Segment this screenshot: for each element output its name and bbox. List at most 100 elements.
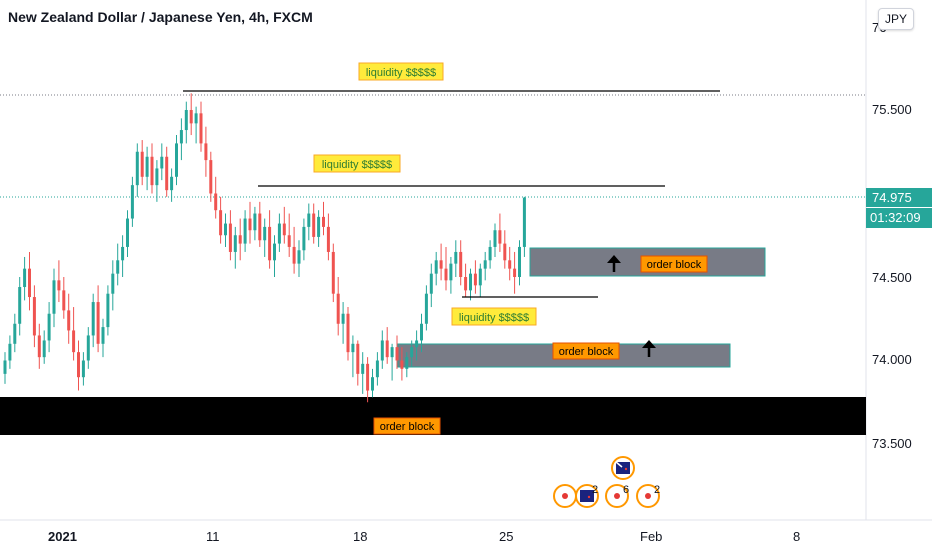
candle-body — [253, 213, 257, 231]
liquidity-label-low-text: liquidity $$$$$ — [459, 312, 529, 324]
event-icon[interactable] — [575, 484, 599, 508]
candle-body — [199, 113, 203, 144]
candle-body — [400, 360, 404, 369]
candle-body — [444, 268, 448, 281]
candle-body — [184, 110, 188, 131]
candle-body — [297, 250, 301, 264]
time-tick-feb: Feb — [640, 529, 662, 544]
current-price-text: 74.975 — [872, 190, 912, 205]
candle-body — [508, 260, 512, 269]
order-block-label-upper[interactable]: order block — [640, 255, 708, 273]
candle-body — [464, 277, 468, 291]
candle-body — [439, 260, 443, 269]
liquidity-label-mid[interactable]: liquidity $$$$$ — [313, 154, 401, 173]
liquidity-label-mid-text: liquidity $$$$$ — [322, 159, 392, 171]
chart-title: New Zealand Dollar / Japanese Yen, 4h, F… — [8, 9, 313, 25]
liquidity-label-top-text: liquidity $$$$$ — [366, 67, 436, 79]
candle-body — [322, 216, 325, 227]
candle-body — [268, 226, 272, 261]
candle-body — [307, 213, 311, 227]
candle-body — [160, 156, 164, 169]
currency-button[interactable]: JPY — [878, 8, 914, 30]
candle-body — [434, 260, 438, 274]
event-icon[interactable] — [611, 456, 635, 480]
event-icon[interactable] — [553, 484, 577, 508]
order-block-label-lower[interactable]: order block — [552, 342, 620, 360]
candle-body — [72, 330, 76, 353]
liquidity-label-low[interactable]: liquidity $$$$$ — [451, 307, 537, 326]
countdown-badge: 01:32:09 — [866, 208, 932, 228]
candle-body — [356, 343, 360, 374]
candle-body — [81, 360, 85, 378]
candle-body — [175, 143, 178, 177]
candle-body — [282, 223, 286, 236]
candle-body — [331, 251, 335, 294]
order-block-label-black-text: order block — [380, 421, 435, 433]
candle-body — [214, 193, 218, 211]
candle-body — [238, 235, 242, 244]
candle-body — [258, 213, 262, 241]
candle-body — [179, 130, 183, 144]
candles-series — [3, 93, 526, 403]
candle-body — [341, 313, 345, 324]
candle-body — [42, 340, 46, 358]
candle-body — [518, 246, 521, 277]
price-tick-75500: 75.500 — [872, 102, 912, 117]
candle-body — [498, 230, 502, 244]
candle-body — [126, 218, 129, 247]
candle-body — [317, 216, 321, 237]
up-arrow-icon — [607, 255, 621, 272]
candle-body — [67, 310, 71, 331]
order-block-label-upper-text: order block — [647, 259, 702, 271]
candle-body — [420, 323, 423, 341]
candle-body — [155, 168, 159, 186]
candle-body — [277, 223, 281, 244]
candle-body — [37, 335, 41, 358]
price-tick-74500: 74.500 — [872, 270, 912, 285]
time-tick-2021: 2021 — [48, 529, 77, 544]
candle-body — [375, 360, 379, 378]
candle-body — [62, 290, 66, 311]
events-strip[interactable]: 2 6 2 — [553, 456, 660, 508]
time-tick-11: 11 — [206, 529, 220, 544]
candle-body — [395, 347, 399, 361]
candle-body — [121, 246, 125, 261]
candle-body — [366, 363, 370, 391]
candle-body — [243, 218, 247, 244]
candle-body — [233, 235, 237, 252]
candle-body — [405, 357, 409, 369]
order-block-label-black[interactable]: order block — [373, 417, 441, 435]
candle-body — [57, 280, 61, 291]
candle-body — [454, 251, 458, 264]
candle-body — [219, 210, 223, 236]
candle-body — [424, 293, 428, 324]
candle-body — [503, 243, 507, 261]
candle-body — [380, 340, 384, 361]
candle-body — [459, 251, 463, 277]
time-tick-25: 25 — [499, 529, 513, 544]
liquidity-label-top[interactable]: liquidity $$$$$ — [358, 62, 444, 81]
candle-body — [302, 226, 306, 251]
candle-body — [135, 151, 139, 186]
candle-body — [18, 287, 22, 324]
candle-body — [415, 340, 419, 348]
candle-body — [209, 160, 213, 194]
candle-body — [165, 156, 169, 191]
candle-body — [52, 280, 56, 314]
countdown-text: 01:32:09 — [870, 210, 921, 225]
candle-body — [346, 313, 350, 353]
event-icon[interactable] — [636, 484, 660, 508]
candle-body — [287, 235, 291, 247]
candle-body — [410, 347, 414, 358]
event-count: 2 — [592, 484, 598, 496]
candle-body — [336, 293, 340, 324]
event-icon[interactable] — [605, 484, 629, 508]
candle-body — [469, 273, 472, 291]
candle-body — [23, 268, 27, 288]
candle-body — [96, 302, 100, 344]
candle-body — [150, 156, 154, 186]
candle-body — [390, 347, 394, 358]
candle-body — [86, 335, 90, 361]
